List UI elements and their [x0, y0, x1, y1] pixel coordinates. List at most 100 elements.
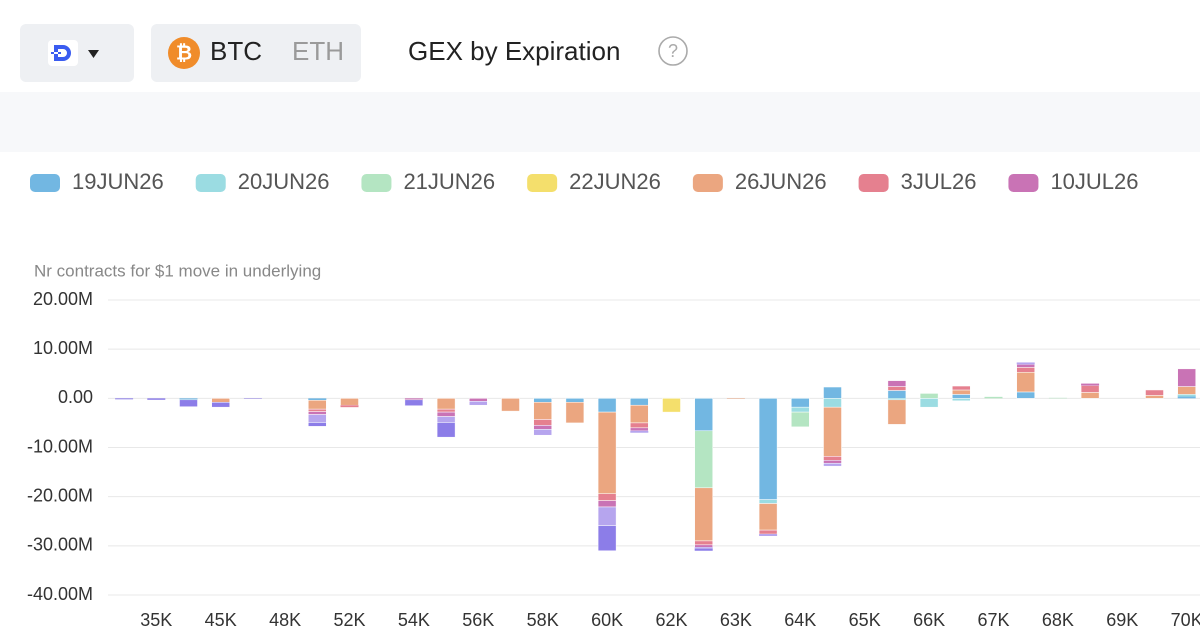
bar-segment: [179, 399, 198, 407]
bar-segment: [533, 419, 552, 426]
bar-segment: [533, 398, 552, 403]
filter-band: [0, 92, 1200, 152]
bar-segment: [1080, 392, 1100, 399]
btc-icon-glyph: ₿: [176, 42, 192, 64]
x-tick-label: 52K: [333, 610, 365, 630]
bar-segment: [533, 429, 552, 436]
x-tick-label: 58K: [527, 610, 559, 630]
bar-segment: [694, 548, 713, 551]
bar-segment: [115, 398, 134, 400]
bar-segment: [147, 398, 166, 400]
y-axis-title: Nr contracts for $1 move in underlying: [34, 261, 321, 280]
btc-icon: [168, 37, 200, 69]
legend-label: 22JUN26: [569, 169, 661, 194]
bar-segment: [404, 398, 423, 400]
x-tick-label: 48K: [269, 610, 301, 630]
bar-segment: [887, 386, 907, 391]
bar-segment: [919, 393, 939, 399]
bar-segment: [630, 427, 649, 432]
bar-segment: [984, 396, 1003, 399]
bar-segment: [533, 402, 552, 420]
legend-label: 10JUL26: [1050, 169, 1138, 194]
bar-segment: [758, 503, 778, 531]
y-tick-label: -40.00M: [27, 584, 93, 604]
bar-segment: [597, 525, 617, 551]
bar-segment: [308, 408, 327, 412]
coin-eth[interactable]: ETH: [292, 36, 344, 66]
bar-segment: [308, 414, 327, 423]
x-tick-label: 65K: [849, 610, 881, 630]
y-tick-label: -30.00M: [27, 535, 93, 555]
x-tick-label: 62K: [655, 610, 687, 630]
bar-segment: [630, 422, 649, 429]
bar-segment: [179, 398, 198, 400]
bar-segment: [1177, 396, 1196, 399]
x-tick-label: 64K: [784, 610, 816, 630]
bar-segment: [404, 399, 424, 406]
bar-segment: [823, 460, 842, 464]
y-tick-label: -10.00M: [27, 436, 93, 456]
x-tick-label: 67K: [977, 610, 1009, 630]
help-icon[interactable]: [658, 36, 688, 66]
bar-segment: [436, 422, 456, 438]
legend-swatch: [195, 174, 226, 192]
coin-btc[interactable]: BTC: [210, 36, 262, 66]
bar-segment: [501, 398, 520, 412]
bar-segment: [1177, 394, 1196, 397]
x-tick-label: 63K: [720, 610, 752, 630]
bar-segment: [436, 416, 456, 423]
bar-segment: [565, 402, 585, 424]
x-tick-label: 66K: [913, 610, 945, 630]
legend-swatch: [361, 174, 392, 192]
bar-segment: [1016, 367, 1035, 373]
bar-segment: [1080, 385, 1100, 393]
x-tick-label: 45K: [205, 610, 237, 630]
bar-segment: [1016, 362, 1035, 365]
y-tick-label: 20.00M: [33, 289, 93, 309]
bar-segment: [952, 389, 971, 395]
bar-segment: [436, 411, 456, 417]
legend-swatch: [692, 174, 723, 192]
bar-segment: [469, 398, 488, 402]
bar-segment: [694, 430, 713, 489]
y-tick-label: 10.00M: [33, 338, 93, 358]
bar-segment: [823, 398, 842, 408]
legend-label: 21JUN26: [403, 169, 495, 194]
bar-segment: [533, 425, 552, 430]
bar-segment: [308, 411, 327, 415]
bar-segment: [952, 394, 971, 399]
bar-segment: [1081, 383, 1100, 386]
bar-segment: [823, 406, 842, 457]
chart-title: GEX by Expiration: [408, 36, 620, 66]
bar-segment: [308, 400, 327, 410]
bar-segment: [694, 398, 713, 432]
bar-segment: [340, 398, 359, 406]
legend-label: 3JUL26: [901, 169, 977, 194]
bar-segment: [887, 380, 907, 387]
bar-segment: [211, 398, 230, 403]
bar-segment: [662, 398, 681, 413]
bar-segment: [694, 540, 713, 546]
x-tick-label: 60K: [591, 610, 623, 630]
bar-segment: [759, 534, 778, 536]
bar-segment: [308, 398, 327, 401]
bar-segment: [1016, 364, 1035, 368]
y-tick-label: -20.00M: [27, 485, 93, 505]
help-glyph: ?: [668, 41, 678, 61]
coin-toggle: [151, 24, 361, 82]
legend-label: 20JUN26: [238, 169, 330, 194]
bar-segment: [887, 390, 907, 399]
bar-segment: [211, 402, 230, 408]
bar-segment: [758, 529, 778, 535]
x-tick-label: 70K: [1171, 610, 1200, 630]
bar-segment: [887, 399, 907, 425]
bar-segment: [952, 398, 971, 402]
bar-segment: [1177, 386, 1196, 395]
bar-segment: [597, 493, 617, 501]
legend-swatch: [30, 174, 60, 192]
bar-segment: [952, 385, 971, 391]
bar-segment: [630, 430, 649, 433]
bar-segment: [694, 547, 713, 549]
bar-segment: [694, 544, 713, 548]
exchange-icon: [51, 45, 71, 61]
